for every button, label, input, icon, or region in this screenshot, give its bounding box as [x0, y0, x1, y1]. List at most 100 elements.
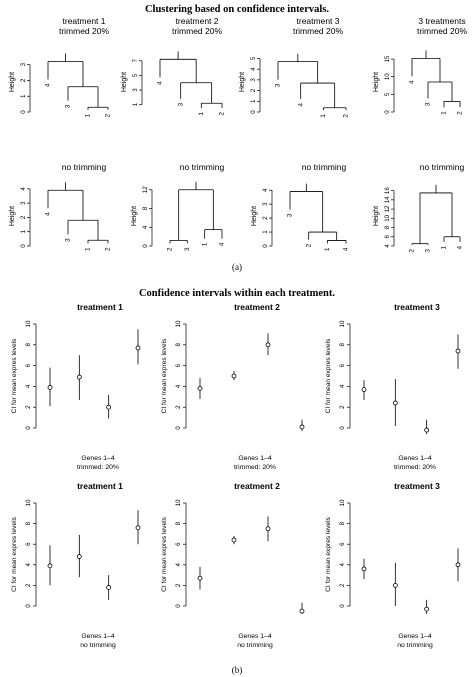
- ci-point: [135, 525, 141, 531]
- ci-point: [392, 583, 398, 588]
- y-tick-label: 4: [175, 563, 182, 567]
- x-axis-label: Genes 1–4: [238, 633, 271, 640]
- dendrogram-panel: no trimming 0 1 2 3 4 Height 3 2 1 4: [251, 162, 350, 251]
- y-tick-label: 10: [384, 73, 391, 80]
- y-axis-label: CI for mean expres levels: [325, 338, 332, 413]
- y-tick-label: 6: [339, 363, 346, 367]
- leaf-label: 2: [105, 247, 112, 251]
- y-tick-label: 8: [339, 521, 346, 525]
- y-tick-label: 6: [25, 542, 32, 546]
- y-axis-label: CI for mean expres levels: [325, 516, 332, 591]
- leaf-label: 3: [425, 249, 432, 253]
- y-tick-label: 0: [262, 244, 269, 248]
- ci-title: treatment 3: [394, 481, 440, 491]
- y-tick-label: 10: [339, 499, 346, 506]
- y-tick-label: 0: [25, 604, 32, 608]
- y-tick-label: 8: [175, 521, 182, 525]
- leaf-label: 1: [320, 114, 327, 118]
- y-tick-label: 2: [175, 583, 182, 587]
- y-tick-label: 3: [262, 202, 269, 206]
- x-axis-label: Genes 1–4: [398, 633, 431, 640]
- y-tick-label: 1: [20, 229, 27, 233]
- dendrogram-title: trimmed 20%: [293, 26, 344, 36]
- y-tick-label: 0: [339, 426, 346, 430]
- x-axis-label: Genes 1–4: [398, 455, 431, 462]
- y-tick-label: 2: [25, 583, 32, 587]
- y-tick-label: 4: [339, 563, 346, 567]
- y-tick-label: 8: [339, 343, 346, 347]
- y-tick-label: 5: [384, 92, 391, 96]
- y-tick-label: 6: [339, 542, 346, 546]
- y-tick-label: 4: [250, 67, 257, 71]
- ci-point: [135, 345, 141, 351]
- dendrogram-title: treatment 1: [63, 16, 106, 26]
- y-axis-label: Height: [131, 206, 138, 226]
- leaf-label: 4: [457, 245, 464, 249]
- y-axis-label: Height: [251, 206, 258, 226]
- dendrogram-title: no trimming: [302, 162, 347, 172]
- y-tick-label: 2: [20, 78, 27, 82]
- leaf-label: 1: [198, 112, 205, 116]
- dendrogram-title: treatment 2: [176, 16, 219, 26]
- top-figure-caption: (a): [232, 262, 242, 272]
- dendrogram-title: trimmed 20%: [172, 26, 223, 36]
- y-tick-label: 4: [339, 384, 346, 388]
- y-tick-label: 7: [132, 59, 139, 63]
- y-tick-label: 6: [25, 363, 32, 367]
- ci-point: [106, 404, 112, 410]
- y-tick-label: 10: [25, 320, 32, 327]
- y-tick-label: 10: [339, 320, 346, 327]
- leaf-label: 2: [457, 111, 464, 115]
- ci-panel: treatment 1 0 2 4 6 8 10 CI for mean expres lev…: [11, 481, 141, 649]
- y-tick-label: 0: [25, 426, 32, 430]
- y-axis-label: Height: [373, 72, 380, 92]
- y-tick-label: 4: [25, 563, 32, 567]
- dendrogram-title: treatment 3: [297, 16, 340, 26]
- y-tick-label: 1: [132, 102, 139, 106]
- dendrogram-title: no trimming: [180, 162, 225, 172]
- y-tick-label: 8: [25, 521, 32, 525]
- x-axis-label: no trimming: [237, 642, 273, 649]
- ci-panel: treatment 2 0 2 4 6 8 10 CI for mean expres lev…: [161, 302, 305, 471]
- y-tick-label: 4: [175, 384, 182, 388]
- x-axis-label: no trimming: [80, 642, 116, 649]
- y-tick-label: 2: [20, 215, 27, 219]
- y-tick-label: 14: [384, 196, 391, 203]
- ci-point: [392, 400, 398, 406]
- y-tick-label: 12: [142, 186, 149, 193]
- y-tick-label: 10: [25, 499, 32, 506]
- y-tick-label: 6: [384, 234, 391, 238]
- y-tick-label: 2: [25, 405, 32, 409]
- y-tick-label: 6: [175, 542, 182, 546]
- y-tick-label: 4: [25, 384, 32, 388]
- y-tick-label: 3: [250, 78, 257, 82]
- y-tick-label: 16: [384, 187, 391, 194]
- ci-title: treatment 2: [234, 302, 280, 312]
- ci-title: treatment 1: [77, 481, 123, 491]
- leaf-label: 3: [184, 247, 191, 251]
- ci-panel: treatment 3 0 2 4 6 8 10 CI for mean expres lev…: [325, 302, 461, 471]
- dendrogram-title: trimmed 20%: [59, 26, 110, 36]
- y-tick-label: 4: [262, 188, 269, 192]
- y-tick-label: 10: [175, 320, 182, 327]
- y-tick-label: 0: [20, 244, 27, 248]
- y-tick-label: 15: [384, 55, 391, 62]
- ci-point: [361, 566, 367, 572]
- y-tick-label: 8: [175, 343, 182, 347]
- ci-point: [455, 562, 461, 568]
- leaf-label: 4: [219, 242, 226, 246]
- leaf-label: 3: [287, 213, 294, 217]
- leaf-label: 3: [65, 104, 72, 108]
- ci-point: [106, 585, 112, 590]
- y-tick-label: 2: [250, 88, 257, 92]
- ci-title: treatment 1: [77, 302, 123, 312]
- y-tick-label: 8: [25, 343, 32, 347]
- ci-point: [47, 385, 53, 390]
- y-tick-label: 5: [132, 73, 139, 77]
- y-axis-label: Height: [239, 72, 246, 92]
- ci-point: [231, 537, 237, 543]
